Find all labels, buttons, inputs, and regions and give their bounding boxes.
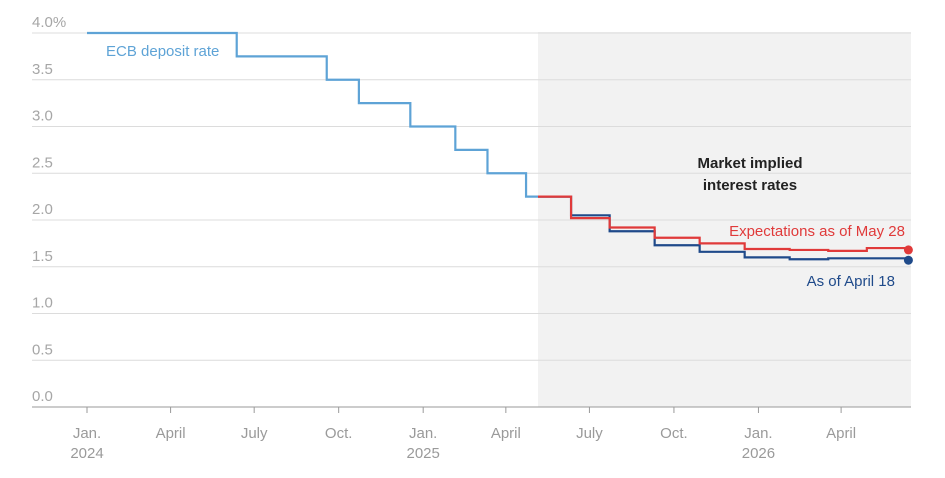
y-tick-label: 3.0 <box>32 108 53 125</box>
y-tick-label: 3.5 <box>32 61 53 78</box>
x-tick-year: 2025 <box>406 445 439 462</box>
x-tick-label: April <box>156 425 186 442</box>
x-tick-label: April <box>826 425 856 442</box>
y-tick-label: 0.5 <box>32 341 53 358</box>
y-axis-ticks: 0.0 0.5 1.0 1.5 2.0 2.5 3.0 3.5 4.0% <box>32 14 66 405</box>
x-tick-year: 2024 <box>70 445 103 462</box>
y-tick-label: 2.5 <box>32 154 53 171</box>
series-line <box>537 195 907 252</box>
x-tick-label: Jan. <box>73 425 101 442</box>
region-label: Market implied interest rates <box>697 155 802 194</box>
x-tick-label: July <box>576 425 603 442</box>
y-tick-label: 1.5 <box>32 248 53 265</box>
series-label-ecb: ECB deposit rate <box>106 43 219 60</box>
x-tick-label: Oct. <box>660 425 688 442</box>
series-lines <box>87 31 913 265</box>
x-tick-label: Oct. <box>325 425 353 442</box>
series-line <box>537 195 907 261</box>
region-label-line: Market implied <box>697 155 802 172</box>
y-tick-label: 2.0 <box>32 201 53 218</box>
series-end-marker <box>903 255 913 265</box>
x-tick-label: July <box>241 425 268 442</box>
series-label-april: As of April 18 <box>807 273 895 290</box>
y-tick-label: 4.0% <box>32 14 66 31</box>
series-label-may: Expectations as of May 28 <box>729 223 905 240</box>
x-tick-year: 2026 <box>742 445 775 462</box>
series-end-marker <box>903 245 913 255</box>
y-tick-label: 1.0 <box>32 295 53 312</box>
x-tick-label: Jan. <box>744 425 772 442</box>
x-axis-ticks: Jan. 2024 April July Oct. Jan. 2025 April July Oc… <box>70 407 856 462</box>
x-tick-label: April <box>491 425 521 442</box>
series-line <box>87 31 538 198</box>
x-tick-label: Jan. <box>409 425 437 442</box>
y-tick-label: 0.0 <box>32 388 53 405</box>
region-label-line: interest rates <box>703 177 797 194</box>
annotations: Market implied interest rates ECB deposit… <box>106 43 905 290</box>
